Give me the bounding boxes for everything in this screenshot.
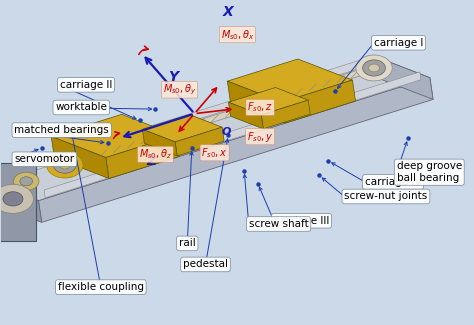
Text: carriage IV: carriage IV <box>365 177 421 187</box>
Text: $F_{s0},z$: $F_{s0},z$ <box>247 100 273 114</box>
Polygon shape <box>228 87 308 115</box>
Text: screw shaft: screw shaft <box>249 219 309 229</box>
Polygon shape <box>106 136 179 178</box>
Text: carriage III: carriage III <box>274 216 329 226</box>
Polygon shape <box>63 66 373 169</box>
Text: worktable: worktable <box>55 102 107 112</box>
Text: carriage I: carriage I <box>374 38 423 48</box>
Circle shape <box>363 60 385 76</box>
Text: deep groove
ball bearing: deep groove ball bearing <box>397 162 462 183</box>
Polygon shape <box>228 59 353 102</box>
Text: matched bearings: matched bearings <box>14 125 109 135</box>
Text: flexible coupling: flexible coupling <box>58 282 144 292</box>
Polygon shape <box>175 127 224 156</box>
Polygon shape <box>0 57 430 201</box>
Polygon shape <box>51 136 109 178</box>
Text: O: O <box>221 127 231 137</box>
Polygon shape <box>228 102 263 129</box>
Text: pedestal: pedestal <box>183 259 228 269</box>
Circle shape <box>54 157 76 173</box>
Circle shape <box>20 177 33 186</box>
Text: screw-nut joints: screw-nut joints <box>344 191 428 202</box>
Polygon shape <box>142 114 222 142</box>
Polygon shape <box>375 57 433 99</box>
Polygon shape <box>0 55 377 181</box>
Polygon shape <box>228 81 285 123</box>
Polygon shape <box>261 100 310 129</box>
Polygon shape <box>44 72 421 198</box>
Text: $M_{s0},\theta_x$: $M_{s0},\theta_x$ <box>220 28 254 42</box>
Polygon shape <box>0 180 42 222</box>
Polygon shape <box>38 78 433 222</box>
Text: carriage II: carriage II <box>60 80 112 90</box>
Text: rail: rail <box>179 239 196 248</box>
Text: Y: Y <box>168 70 178 84</box>
Text: Z: Z <box>146 154 156 168</box>
Circle shape <box>46 152 83 178</box>
Circle shape <box>13 172 39 190</box>
Text: $F_{s0},x$: $F_{s0},x$ <box>201 146 228 160</box>
Polygon shape <box>142 129 177 156</box>
Text: $M_{s0},\theta_y$: $M_{s0},\theta_y$ <box>163 83 196 97</box>
Circle shape <box>369 64 380 72</box>
Polygon shape <box>51 114 176 158</box>
Text: X: X <box>223 5 234 19</box>
Circle shape <box>3 192 23 206</box>
Circle shape <box>0 184 34 214</box>
Text: $M_{s0},\theta_z$: $M_{s0},\theta_z$ <box>139 148 172 161</box>
Circle shape <box>356 55 392 81</box>
Polygon shape <box>282 80 356 123</box>
Text: $F_{s0},y$: $F_{s0},y$ <box>247 130 273 144</box>
Circle shape <box>59 161 70 169</box>
Text: servomotor: servomotor <box>14 154 74 164</box>
Polygon shape <box>0 163 36 241</box>
